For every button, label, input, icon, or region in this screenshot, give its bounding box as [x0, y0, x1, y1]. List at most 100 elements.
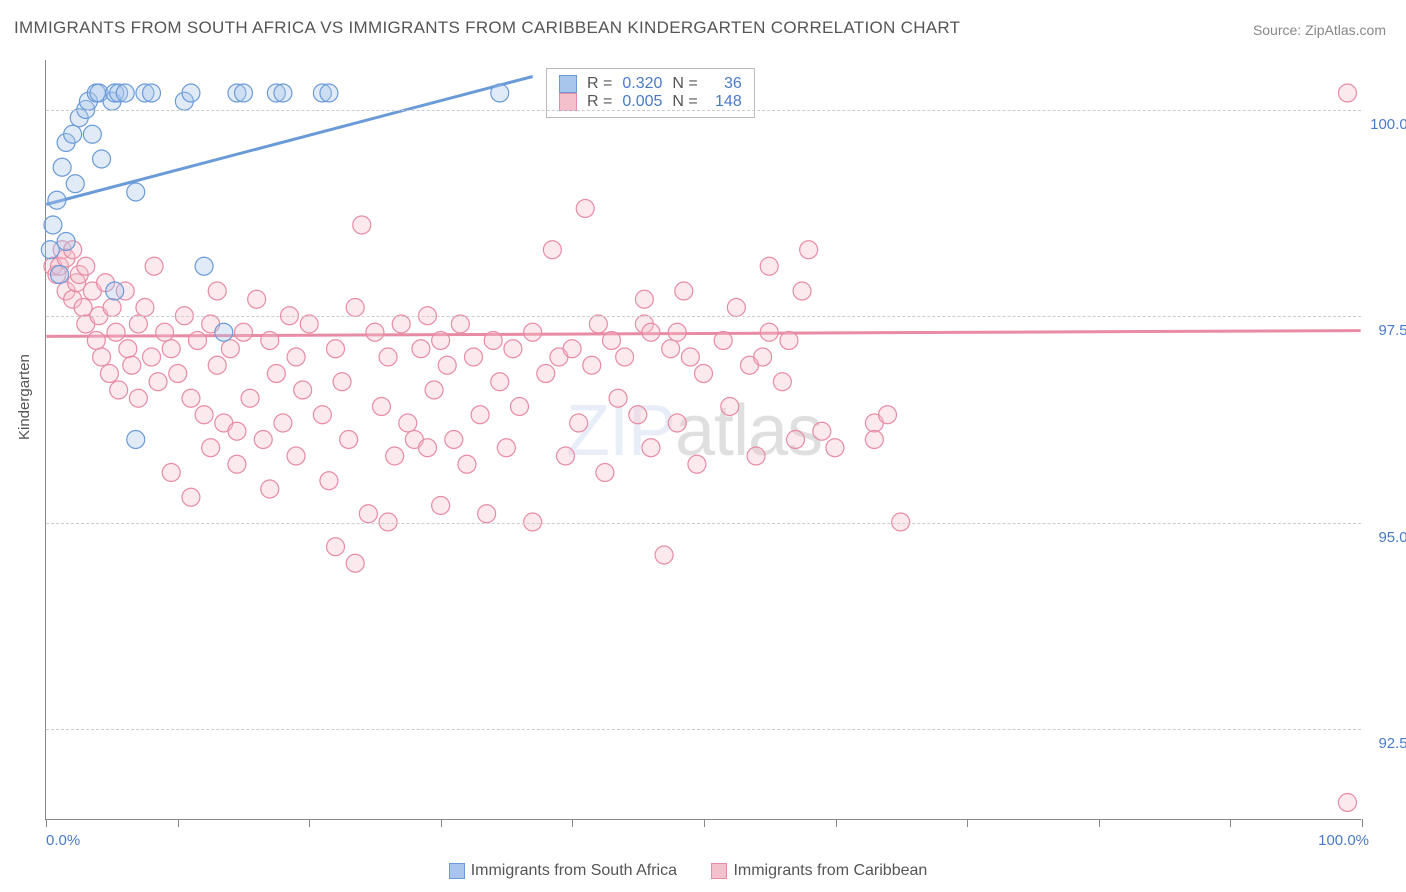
data-point: [294, 381, 312, 399]
data-point: [668, 323, 686, 341]
data-point: [143, 348, 161, 366]
data-point: [182, 488, 200, 506]
data-point: [727, 299, 745, 317]
data-point: [478, 505, 496, 523]
data-point: [267, 365, 285, 383]
data-point: [189, 332, 207, 350]
data-point: [419, 439, 437, 457]
x-tick-mark: [441, 819, 442, 827]
data-point: [471, 406, 489, 424]
data-point: [235, 323, 253, 341]
x-tick-mark: [967, 819, 968, 827]
legend-n-value-1: 36: [708, 75, 742, 93]
data-point: [77, 257, 95, 275]
data-point: [261, 332, 279, 350]
data-point: [511, 398, 529, 416]
legend-r-label-2: R =: [587, 93, 612, 111]
data-point: [66, 175, 84, 193]
source-label: Source:: [1253, 22, 1301, 38]
data-point: [392, 315, 410, 333]
grid-line: [46, 729, 1361, 730]
x-tick-mark: [46, 819, 47, 827]
data-point: [57, 233, 75, 251]
data-point: [162, 340, 180, 358]
data-point: [169, 365, 187, 383]
data-point: [635, 290, 653, 308]
data-point: [215, 323, 233, 341]
data-point: [675, 282, 693, 300]
data-point: [688, 455, 706, 473]
data-point: [1339, 84, 1357, 102]
data-point: [346, 299, 364, 317]
data-point: [41, 241, 59, 259]
data-point: [366, 323, 384, 341]
data-point: [287, 447, 305, 465]
data-point: [576, 200, 594, 218]
data-point: [793, 282, 811, 300]
x-tick-mark: [704, 819, 705, 827]
data-point: [274, 414, 292, 432]
legend-r-value-2: 0.005: [622, 93, 662, 111]
data-point: [156, 323, 174, 341]
data-point: [629, 406, 647, 424]
data-point: [432, 332, 450, 350]
data-point: [373, 398, 391, 416]
data-point: [287, 348, 305, 366]
grid-line: [46, 110, 1361, 111]
data-point: [202, 439, 220, 457]
data-point: [64, 125, 82, 143]
data-point: [879, 406, 897, 424]
data-point: [596, 464, 614, 482]
data-point: [241, 389, 259, 407]
data-point: [543, 241, 561, 259]
data-point: [346, 554, 364, 572]
legend-swatch-sa: [559, 75, 577, 93]
data-point: [800, 241, 818, 259]
data-point: [248, 290, 266, 308]
legend-row-1: R = 0.320 N = 36: [559, 75, 742, 93]
data-point: [100, 365, 118, 383]
source-link[interactable]: ZipAtlas.com: [1305, 22, 1386, 38]
data-point: [609, 389, 627, 407]
data-point: [504, 340, 522, 358]
data-point: [274, 84, 292, 102]
data-point: [353, 216, 371, 234]
data-point: [48, 191, 66, 209]
data-point: [557, 447, 575, 465]
data-point: [747, 447, 765, 465]
data-point: [438, 356, 456, 374]
data-point: [813, 422, 831, 440]
data-point: [208, 282, 226, 300]
y-tick-label: 92.5%: [1378, 735, 1406, 752]
data-point: [497, 439, 515, 457]
data-point: [129, 315, 147, 333]
data-point: [484, 332, 502, 350]
bottom-swatch-carib: [711, 863, 727, 879]
data-point: [386, 447, 404, 465]
data-point: [93, 150, 111, 168]
data-point: [51, 266, 69, 284]
chart-title: IMMIGRANTS FROM SOUTH AFRICA VS IMMIGRAN…: [14, 18, 960, 38]
data-point: [228, 422, 246, 440]
data-point: [129, 389, 147, 407]
y-tick-label: 97.5%: [1378, 322, 1406, 339]
x-tick-label-left: 0.0%: [46, 832, 80, 849]
x-tick-mark: [178, 819, 179, 827]
y-tick-label: 95.0%: [1378, 529, 1406, 546]
data-point: [412, 340, 430, 358]
data-point: [93, 348, 111, 366]
data-point: [300, 315, 318, 333]
data-point: [110, 381, 128, 399]
data-point: [681, 348, 699, 366]
data-point: [195, 406, 213, 424]
bottom-swatch-sa: [449, 863, 465, 879]
data-point: [123, 356, 141, 374]
data-point: [642, 323, 660, 341]
data-point: [127, 431, 145, 449]
data-point: [87, 332, 105, 350]
x-tick-mark: [1362, 819, 1363, 827]
x-tick-mark: [572, 819, 573, 827]
data-point: [116, 84, 134, 102]
legend-n-value-2: 148: [708, 93, 742, 111]
data-point: [235, 84, 253, 102]
